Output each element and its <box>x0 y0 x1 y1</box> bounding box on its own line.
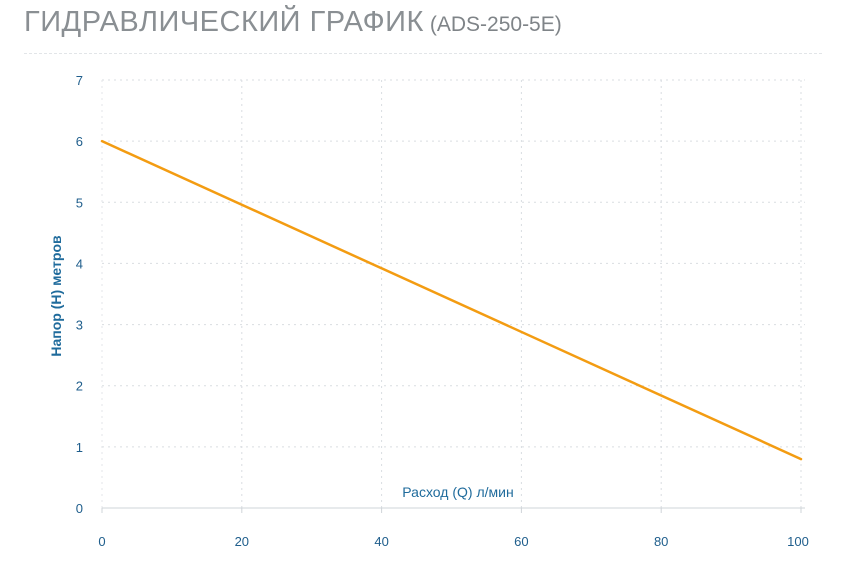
y-axis-label: Напор (Н) метров <box>48 235 64 357</box>
y-tick-label: 2 <box>76 379 83 394</box>
y-tick-label: 0 <box>76 501 83 516</box>
title-divider <box>24 53 822 54</box>
y-tick-label: 1 <box>76 440 83 455</box>
page-title: ГИДРАВЛИЧЕСКИЙ ГРАФИК (ADS-250-5E) <box>24 6 562 39</box>
x-tick-label: 20 <box>235 534 249 549</box>
x-tick-label: 0 <box>98 534 105 549</box>
y-tick-label: 5 <box>76 195 83 210</box>
chart-title: ГИДРАВЛИЧЕСКИЙ ГРАФИК <box>24 6 424 38</box>
axes <box>101 80 805 513</box>
y-tick-label: 7 <box>76 73 83 88</box>
y-tick-label: 6 <box>76 134 83 149</box>
x-tick-label: 80 <box>654 534 668 549</box>
x-tick-label: 40 <box>374 534 388 549</box>
series-line <box>100 139 803 461</box>
x-tick-label: 100 <box>787 534 809 549</box>
y-tick-labels: 0 1 2 3 4 5 6 7 <box>76 73 83 516</box>
grid <box>102 79 805 508</box>
y-tick-label: 4 <box>76 256 83 271</box>
y-tick-label: 3 <box>76 318 83 333</box>
chart-model: (ADS-250-5E) <box>429 13 562 36</box>
series <box>100 139 803 461</box>
x-axis-label: Расход (Q) л/мин <box>402 484 513 500</box>
x-tick-label: 60 <box>514 534 528 549</box>
x-tick-labels: 0 20 40 60 80 100 <box>98 534 808 549</box>
